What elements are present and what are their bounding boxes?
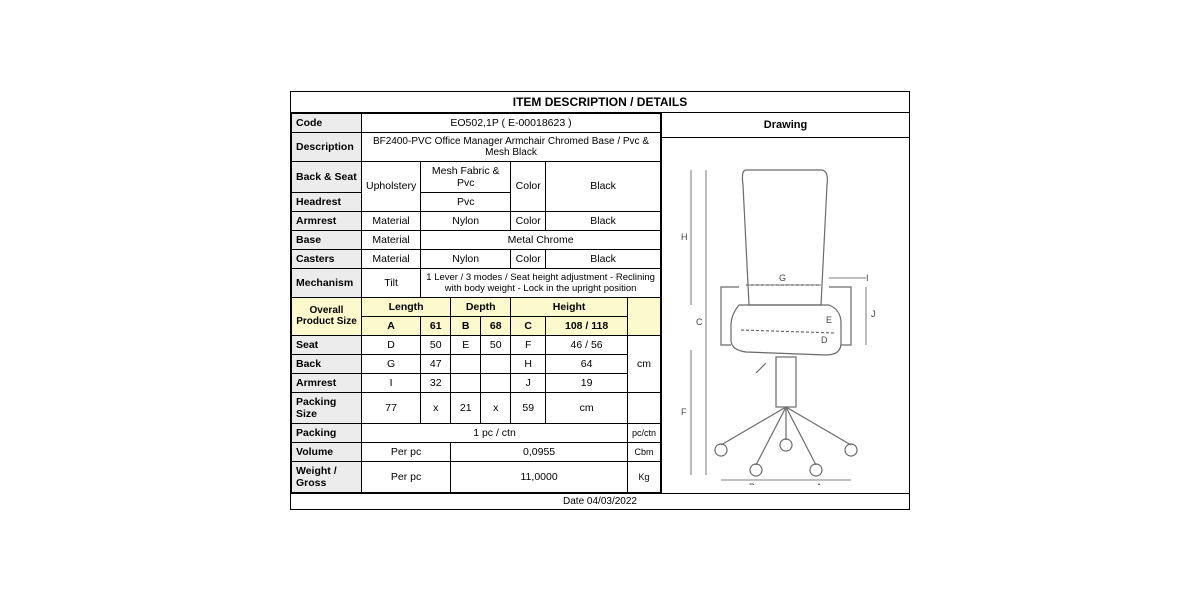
cm-unit: cm [627, 335, 660, 392]
svg-text:C: C [696, 317, 703, 327]
spec-table-area: Code EO502,1P ( E-00018623 ) Description… [291, 113, 661, 493]
svg-text:J: J [871, 309, 876, 319]
base-label: Base [292, 230, 362, 249]
volume-label: Volume [292, 442, 362, 461]
val-11: 11,0000 [451, 461, 628, 492]
col-j: J [511, 373, 546, 392]
upholstery-label: Upholstery [362, 161, 421, 211]
mechanism-label: Mechanism [292, 268, 362, 297]
nylon-1: Nylon [421, 211, 511, 230]
length-hdr: Length [362, 297, 451, 316]
back-seat-label: Back & Seat [292, 161, 362, 192]
color-label-3: Color [511, 249, 546, 268]
svg-text:F: F [681, 407, 687, 417]
metal-chrome: Metal Chrome [421, 230, 661, 249]
armrest-dim-label: Armrest [292, 373, 362, 392]
val-59: 59 [511, 392, 546, 423]
val-47: 47 [421, 354, 451, 373]
packing-label: Packing [292, 423, 362, 442]
col-c: C [511, 316, 546, 335]
color-black-2: Black [546, 211, 661, 230]
x2: x [481, 392, 511, 423]
tilt-desc: 1 Lever / 3 modes / Seat height adjustme… [421, 268, 661, 297]
col-a: A [362, 316, 421, 335]
col-b: B [451, 316, 481, 335]
cm2: cm [546, 392, 628, 423]
spec-sheet: ITEM DESCRIPTION / DETAILS Code EO502,1P… [290, 91, 910, 510]
material-3: Material [362, 249, 421, 268]
x1: x [421, 392, 451, 423]
cbm-unit: Cbm [627, 442, 660, 461]
chair-drawing: H C F G I J E D B A [662, 138, 909, 493]
val-0955: 0,0955 [451, 442, 628, 461]
color-black-3: Black [546, 249, 661, 268]
date-row: Date 04/03/2022 [291, 493, 909, 509]
desc-value: BF2400-PVC Office Manager Armchair Chrom… [362, 132, 661, 161]
val-19: 19 [546, 373, 628, 392]
col-h: H [511, 354, 546, 373]
svg-text:H: H [681, 232, 688, 242]
val-77: 77 [362, 392, 421, 423]
val-108: 108 / 118 [546, 316, 628, 335]
col-f: F [511, 335, 546, 354]
color-black-1: Black [546, 161, 661, 211]
col-d: D [362, 335, 421, 354]
overall-label: Overall Product Size [292, 297, 362, 335]
drawing-title: Drawing [662, 113, 909, 138]
color-label-2: Color [511, 211, 546, 230]
height-hdr: Height [511, 297, 628, 316]
headrest-label: Headrest [292, 192, 362, 211]
val-21: 21 [451, 392, 481, 423]
material-2: Material [362, 230, 421, 249]
col-g: G [362, 354, 421, 373]
svg-text:E: E [826, 315, 832, 325]
svg-text:I: I [866, 273, 869, 283]
armrest-label: Armrest [292, 211, 362, 230]
perpc-1: Per pc [362, 442, 451, 461]
pvc: Pvc [421, 192, 511, 211]
weight-label: Weight / Gross [292, 461, 362, 492]
svg-text:B: B [749, 482, 755, 485]
casters-label: Casters [292, 249, 362, 268]
sheet-title: ITEM DESCRIPTION / DETAILS [291, 92, 909, 113]
desc-label: Description [292, 132, 362, 161]
val-61: 61 [421, 316, 451, 335]
pcctn-val: 1 pc / ctn [362, 423, 628, 442]
svg-text:D: D [821, 335, 828, 345]
perpc-2: Per pc [362, 461, 451, 492]
tilt-label: Tilt [362, 268, 421, 297]
kg-unit: Kg [627, 461, 660, 492]
material-1: Material [362, 211, 421, 230]
packing-size-label: Packing Size [292, 392, 362, 423]
mesh-pvc: Mesh Fabric & Pvc [421, 161, 511, 192]
col-i: I [362, 373, 421, 392]
col-e: E [451, 335, 481, 354]
color-label-1: Color [511, 161, 546, 211]
svg-text:A: A [816, 482, 822, 485]
val-50b: 50 [481, 335, 511, 354]
pcctn-unit: pc/ctn [627, 423, 660, 442]
val-32: 32 [421, 373, 451, 392]
val-68: 68 [481, 316, 511, 335]
depth-hdr: Depth [451, 297, 511, 316]
nylon-2: Nylon [421, 249, 511, 268]
svg-text:G: G [779, 273, 786, 283]
code-label: Code [292, 113, 362, 132]
seat-label: Seat [292, 335, 362, 354]
val-50a: 50 [421, 335, 451, 354]
val-64: 64 [546, 354, 628, 373]
back-label: Back [292, 354, 362, 373]
code-value: EO502,1P ( E-00018623 ) [362, 113, 661, 132]
val-46: 46 / 56 [546, 335, 628, 354]
